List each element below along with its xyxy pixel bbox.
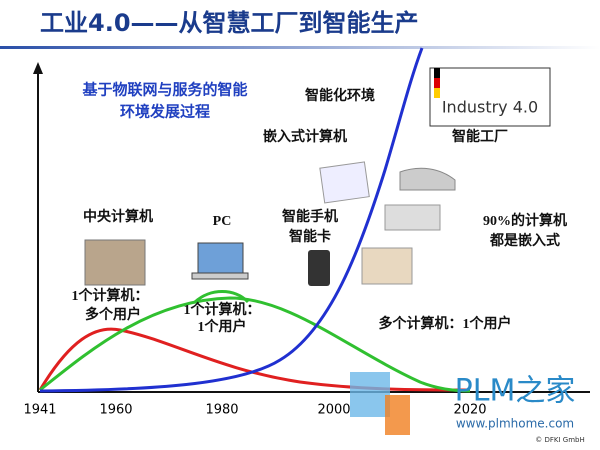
robot-image: [384, 204, 441, 231]
curve-embedded: [39, 47, 424, 393]
watermark-icon: [350, 372, 390, 417]
card-image: [361, 247, 413, 285]
stage-label: 嵌入式计算机: [263, 128, 347, 145]
stage-label: 90%的计算机: [483, 212, 567, 229]
watermark-url: www.plmhome.com: [456, 417, 574, 431]
flag: [434, 88, 440, 98]
stage-label: 中央计算机: [83, 208, 153, 225]
copyright: © DFKI GmbH: [535, 436, 584, 444]
stage-note: 1个计算机：: [184, 301, 261, 318]
logo-frame: [429, 67, 551, 127]
curve-central: [38, 327, 471, 392]
stage-label: 多个计算机：1个用户: [379, 315, 512, 332]
stage-label: 智能手机: [281, 208, 338, 225]
title-rule: [0, 46, 600, 49]
subtitle-line: 环境发展过程: [120, 103, 210, 121]
curve-pc-arc: [193, 290, 250, 304]
laptop-base: [191, 272, 249, 280]
laptop-image: [197, 242, 244, 274]
watermark-icon: [385, 395, 410, 435]
flag: [434, 78, 440, 88]
flag: [434, 68, 440, 78]
year: 1980: [205, 403, 238, 418]
stage-label: 智能工厂: [451, 128, 508, 145]
title: 工业4.0——从智慧工厂到智能生产: [40, 9, 419, 37]
phone-image: [308, 250, 330, 286]
year: 1960: [99, 403, 132, 418]
chip-image: [319, 161, 370, 204]
mainframe-image: [84, 239, 146, 286]
curve-pc: [39, 296, 471, 393]
subtitle-line: 基于物联网与服务的智能: [81, 81, 247, 99]
logo-text: Industry 4.0: [442, 98, 538, 117]
stage-note: 多个用户: [85, 306, 141, 323]
stage-label: PC: [213, 214, 232, 229]
year: 2020: [453, 403, 486, 418]
stage-note: 1个用户: [198, 318, 247, 335]
stage-label: 智能卡: [288, 228, 331, 245]
arrow: [33, 62, 43, 74]
shoe-image: [399, 167, 456, 191]
watermark-brand: PLM之家: [455, 374, 576, 409]
stage-label: 智能化环境: [304, 87, 375, 104]
year: 2000: [317, 403, 350, 418]
stage-note: 1个计算机：: [72, 287, 149, 304]
stage-label: 都是嵌入式: [489, 232, 560, 249]
year: 1941: [23, 403, 56, 418]
